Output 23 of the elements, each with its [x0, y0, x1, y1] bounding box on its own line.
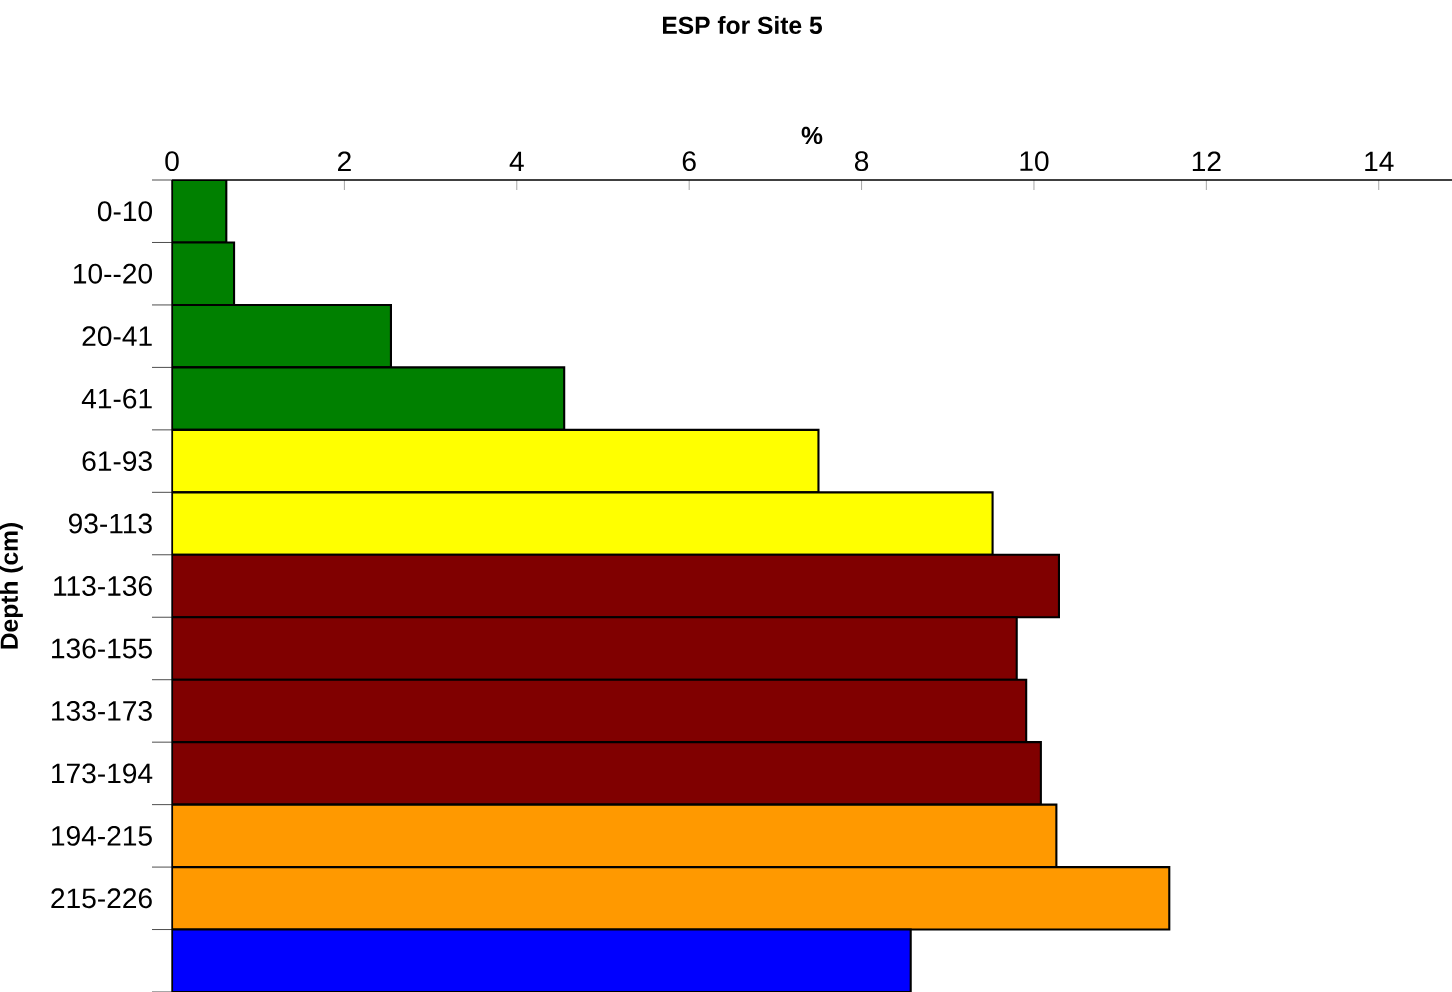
y-tick-label: 133-173 — [52, 700, 152, 721]
x-tick-label: 12 — [1192, 151, 1221, 172]
y-tick-label: 136-155 — [52, 638, 152, 659]
x-tick-label: 4 — [509, 151, 524, 172]
y-tick-label: 113-136 — [54, 576, 152, 596]
x-tick-label: 10 — [1020, 151, 1049, 172]
y-tick-label: 10--20 — [73, 263, 152, 284]
y-tick-label: 173-194 — [52, 763, 153, 784]
x-tick-label: 14 — [1365, 151, 1394, 172]
y-tick-label: 93-113 — [68, 513, 152, 534]
y-tick-label: 41-61 — [81, 388, 152, 409]
y-tick-label: 20-41 — [82, 326, 152, 347]
x-axis-title: % — [801, 126, 823, 145]
y-tick-label: 0-10 — [97, 201, 153, 222]
y-tick-label: 215-226 — [51, 888, 152, 909]
y-tick-label: 194-215 — [52, 825, 152, 846]
y-axis-title: Depth (cm) — [0, 523, 23, 649]
x-tick-label: 2 — [338, 151, 351, 172]
x-tick-label: 8 — [854, 151, 869, 172]
chart-title: ESP for Site 5 — [663, 15, 822, 35]
x-tick-label: 6 — [682, 151, 696, 172]
x-tick-label: 0 — [165, 151, 179, 172]
y-tick-label: 61-93 — [82, 451, 152, 472]
